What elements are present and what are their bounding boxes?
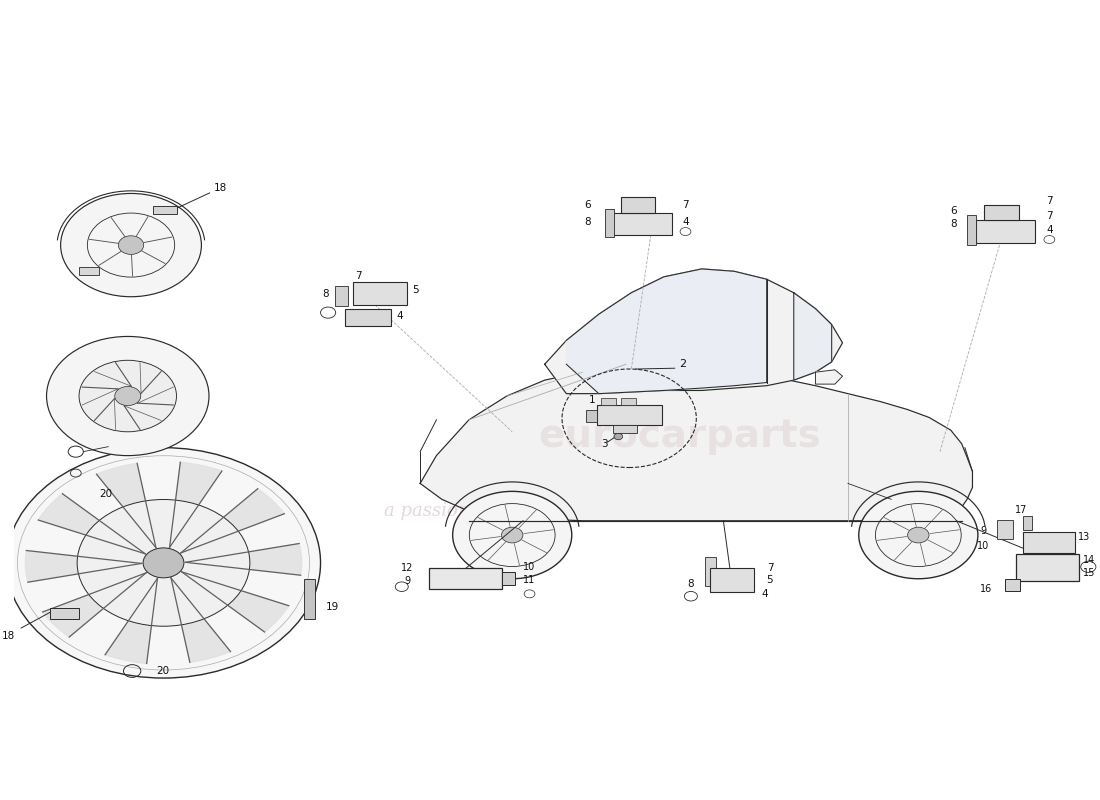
Bar	[705, 558, 716, 586]
Circle shape	[908, 527, 930, 543]
Bar	[353, 282, 407, 305]
Text: 9: 9	[404, 576, 410, 586]
Bar	[601, 398, 616, 405]
Bar	[79, 267, 99, 275]
Circle shape	[143, 548, 184, 578]
Circle shape	[859, 491, 978, 578]
Text: 7: 7	[1046, 210, 1053, 221]
Bar	[304, 579, 315, 619]
Text: 4: 4	[761, 589, 768, 599]
Bar	[711, 569, 754, 592]
Bar	[429, 569, 503, 589]
Text: 18: 18	[213, 183, 227, 193]
Text: 17: 17	[1015, 505, 1027, 514]
Text: 1: 1	[588, 395, 596, 405]
Text: 8: 8	[322, 290, 329, 299]
Bar	[1023, 516, 1032, 530]
Text: 7: 7	[682, 199, 689, 210]
Text: 9: 9	[980, 526, 987, 536]
Polygon shape	[25, 550, 142, 582]
Polygon shape	[182, 572, 288, 632]
Bar	[605, 210, 614, 237]
Bar	[1005, 578, 1020, 590]
Polygon shape	[420, 362, 972, 521]
Text: 8: 8	[950, 218, 957, 229]
Text: 11: 11	[524, 574, 536, 585]
Polygon shape	[39, 494, 145, 554]
Text: 5: 5	[767, 575, 773, 586]
Circle shape	[502, 527, 522, 543]
Bar	[984, 205, 1019, 221]
Polygon shape	[186, 543, 301, 575]
Text: 10: 10	[977, 541, 989, 551]
Text: 10: 10	[524, 562, 536, 572]
Bar	[620, 398, 636, 405]
Polygon shape	[170, 578, 231, 662]
Bar	[620, 197, 656, 213]
Circle shape	[46, 337, 209, 456]
Text: 7: 7	[355, 271, 362, 281]
Text: 7: 7	[1046, 196, 1053, 206]
Polygon shape	[43, 573, 146, 637]
Text: eurocarparts: eurocarparts	[539, 417, 822, 454]
Bar	[613, 213, 672, 234]
Text: 4: 4	[396, 310, 403, 321]
Polygon shape	[97, 463, 156, 548]
Bar	[613, 426, 637, 434]
Bar	[586, 410, 596, 422]
Bar	[967, 215, 976, 245]
Text: 20: 20	[156, 666, 169, 676]
Bar	[1015, 554, 1079, 581]
Polygon shape	[544, 269, 843, 394]
Text: 18: 18	[1, 631, 14, 641]
Circle shape	[79, 360, 176, 432]
Bar	[998, 520, 1012, 539]
Bar	[503, 572, 516, 585]
Text: 4: 4	[1046, 225, 1053, 235]
Bar	[976, 221, 1035, 242]
Text: 15: 15	[1084, 568, 1096, 578]
Polygon shape	[815, 370, 843, 384]
Text: 12: 12	[402, 563, 414, 574]
Circle shape	[7, 448, 320, 678]
Text: 6: 6	[950, 206, 957, 216]
Text: 8: 8	[585, 217, 592, 227]
Text: 5: 5	[412, 286, 419, 295]
Circle shape	[77, 499, 250, 626]
Circle shape	[114, 386, 141, 406]
Text: 8: 8	[688, 579, 694, 590]
Bar	[334, 286, 348, 306]
Polygon shape	[169, 462, 222, 547]
Text: 19: 19	[326, 602, 339, 612]
Circle shape	[452, 491, 572, 578]
Circle shape	[60, 194, 201, 297]
Text: 2: 2	[679, 359, 685, 370]
Bar	[345, 309, 390, 326]
Text: a passion for parts: a passion for parts	[384, 502, 554, 520]
Text: 6: 6	[585, 199, 592, 210]
Text: 3: 3	[601, 439, 607, 450]
Bar	[153, 206, 177, 214]
Text: 7: 7	[767, 563, 773, 574]
Circle shape	[119, 236, 144, 254]
Polygon shape	[106, 578, 157, 663]
Text: 13: 13	[1078, 532, 1090, 542]
Bar	[1023, 532, 1076, 553]
Bar	[51, 608, 78, 619]
Text: 14: 14	[1084, 555, 1096, 566]
Circle shape	[614, 434, 623, 440]
Polygon shape	[180, 489, 285, 553]
Text: 20: 20	[99, 489, 112, 498]
Bar	[596, 405, 662, 426]
Text: 16: 16	[980, 584, 992, 594]
Polygon shape	[794, 293, 832, 380]
Text: 4: 4	[682, 217, 689, 227]
Polygon shape	[566, 269, 767, 394]
